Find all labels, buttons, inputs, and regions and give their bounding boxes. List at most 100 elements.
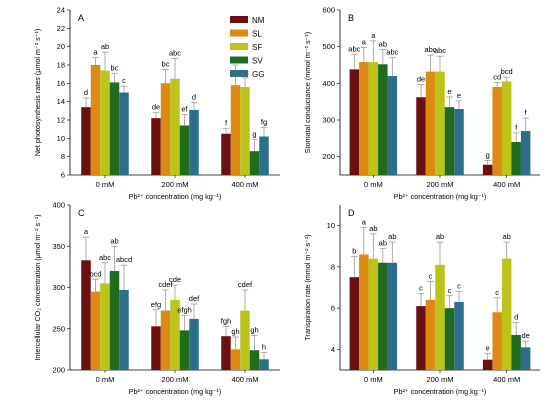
significance-letter: a [362, 218, 367, 227]
legend-label-GG: GG [252, 70, 264, 79]
bar-SL-0 [359, 62, 369, 175]
panel-D: 4 6 8 10 D Transpiration rate (mmol m⁻² s⁻¹) P… [303, 205, 540, 396]
significance-letter: ab [101, 42, 109, 51]
significance-letter: abc [99, 253, 111, 262]
significance-letter: cde [169, 275, 181, 284]
significance-letter: de [417, 74, 425, 83]
significance-letter: d [84, 88, 88, 97]
significance-letter: abc [386, 48, 398, 57]
significance-letter: a [93, 48, 98, 57]
significance-letter: d [192, 93, 196, 102]
bar-GG-0 [387, 262, 398, 370]
bar-SV-1 [179, 125, 190, 175]
significance-letter: fg [261, 117, 267, 126]
bar-SL-1 [425, 299, 436, 370]
bar-SV-2 [249, 350, 260, 370]
y-tick-label: 20 [57, 42, 65, 51]
x-tick-label: 400 mM [231, 375, 258, 384]
panel-C: 200 250 300 350 400 C Intercellular CO₂ concen… [33, 201, 280, 396]
y-axis-label: Intercellular CO₂ concentration (μmol m⁻… [33, 214, 42, 360]
y-tick-label: 16 [57, 79, 65, 88]
bar-SL-1 [425, 71, 436, 175]
significance-letter: abcd [116, 255, 132, 264]
bar-NM-0 [81, 260, 91, 370]
y-tick-label: 8 [331, 262, 335, 271]
bar-SF-1 [170, 299, 180, 370]
x-tick-label: 0 mM [364, 375, 383, 384]
bar-NM-1 [416, 97, 426, 175]
bar-SF-0 [100, 70, 110, 175]
y-tick-label: 22 [57, 24, 65, 33]
bar-NM-2 [221, 336, 231, 370]
x-tick-label: 200 mM [161, 375, 188, 384]
x-tick-label: 0 mM [96, 180, 115, 189]
x-tick-label: 200 mM [426, 375, 453, 384]
y-tick-label: 400 [52, 201, 65, 210]
legend-swatch-NM [230, 16, 248, 23]
y-tick-label: 12 [57, 116, 65, 125]
significance-letter: bc [162, 60, 170, 69]
significance-letter: cdef [158, 280, 173, 289]
significance-letter: a [371, 31, 376, 40]
bar-NM-0 [81, 107, 91, 175]
bar-SF-1 [435, 264, 445, 370]
y-tick-label: 200 [322, 152, 335, 161]
legend: NM SL SF SV GG [230, 16, 265, 79]
significance-letter: g [252, 129, 256, 138]
legend-label-NM: NM [252, 16, 265, 25]
bar-NM-2 [482, 164, 493, 175]
y-tick-label: 250 [52, 324, 65, 333]
significance-letter: f [515, 123, 518, 132]
bar-GG-2 [520, 347, 531, 370]
bar-SL-2 [230, 85, 241, 175]
bar-GG-2 [520, 131, 531, 175]
bar-SF-0 [368, 62, 379, 175]
x-tick-label: 200 mM [161, 180, 188, 189]
significance-letter: a [84, 227, 89, 236]
bar-SF-2 [501, 258, 512, 370]
bar-GG-0 [387, 76, 398, 175]
bar-SF-1 [170, 78, 180, 175]
bar-NM-2 [221, 133, 231, 175]
significance-letter: c [495, 288, 499, 297]
panel-label: A [78, 13, 84, 23]
significance-letter: def [189, 294, 200, 303]
significance-letter: abc [424, 45, 436, 54]
legend-label-SL: SL [252, 30, 262, 39]
y-tick-label: 300 [52, 283, 65, 292]
x-tick-label: 400 mM [493, 180, 520, 189]
bar-SL-0 [359, 254, 369, 370]
significance-letter: gh [250, 325, 258, 334]
bar-SV-0 [378, 262, 388, 370]
bar-NM-0 [349, 69, 360, 175]
significance-letter: f [225, 118, 228, 127]
significance-letter: gh [231, 327, 239, 336]
x-tick-label: 0 mM [364, 180, 383, 189]
y-tick-label: 14 [57, 97, 65, 106]
bar-GG-1 [454, 109, 464, 175]
bar-SV-2 [511, 142, 521, 175]
significance-letter: ab [436, 232, 444, 241]
significance-letter: c [419, 284, 423, 293]
x-tick-label: 0 mM [96, 375, 115, 384]
significance-letter: efgh [177, 306, 192, 315]
y-tick-label: 400 [322, 79, 335, 88]
significance-letter: bcd [89, 269, 101, 278]
bar-SL-1 [160, 310, 171, 370]
significance-letter: abc [434, 46, 446, 55]
significance-letter: fgh [221, 316, 231, 325]
significance-letter: e [447, 87, 451, 96]
bar-SL-0 [90, 65, 101, 175]
significance-letter: e [457, 91, 461, 100]
significance-letter: cdef [238, 280, 253, 289]
bar-GG-0 [119, 289, 129, 370]
bar-GG-1 [189, 318, 199, 370]
y-tick-label: 4 [331, 345, 335, 354]
bar-GG-1 [189, 109, 199, 175]
significance-letter: c [457, 282, 461, 291]
x-tick-label: 400 mM [231, 180, 258, 189]
significance-letter: ab [502, 232, 510, 241]
bar-GG-1 [454, 301, 464, 370]
bar-SL-2 [230, 349, 241, 370]
